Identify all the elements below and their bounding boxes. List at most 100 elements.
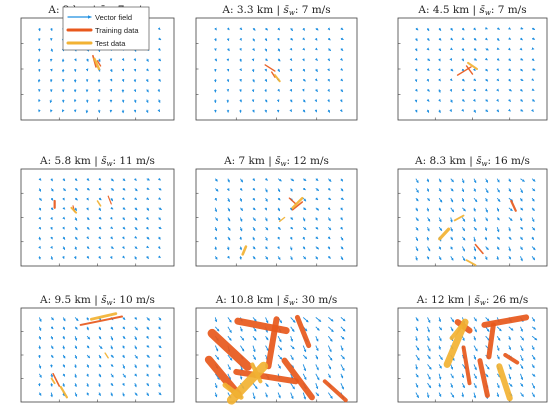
- vector-arrow: [134, 383, 137, 388]
- vector-arrow: [496, 78, 500, 82]
- vector-arrow: [277, 246, 280, 250]
- vector-arrow: [146, 354, 150, 358]
- vector-arrow: [134, 217, 138, 221]
- vector-arrow: [450, 217, 453, 223]
- panel-title: A: 10.8 km | s̄w: 30 m/s: [215, 294, 338, 307]
- vector-arrow: [315, 236, 319, 240]
- vector-arrow: [496, 345, 500, 352]
- vector-arrow: [450, 37, 454, 41]
- vector-arrow: [496, 256, 499, 261]
- vector-arrow: [315, 256, 318, 260]
- training-stroke: [474, 243, 484, 255]
- vector-arrow: [302, 27, 305, 31]
- panel-title-sw-value: : 26 m/s: [486, 294, 528, 306]
- vector-arrow: [277, 364, 281, 369]
- vector-arrow: [340, 354, 345, 360]
- vector-arrow: [473, 88, 477, 92]
- vector-arrow: [110, 382, 114, 387]
- vector-arrow: [214, 27, 217, 31]
- vector-arrow: [340, 57, 343, 61]
- vector-arrow: [121, 255, 125, 259]
- vector-arrow: [315, 246, 320, 250]
- vector-arrow: [239, 58, 242, 63]
- vector-arrow: [50, 28, 53, 32]
- vector-arrow: [473, 197, 478, 203]
- vector-arrow: [98, 236, 102, 240]
- vector-arrow: [450, 227, 453, 232]
- vector-arrow: [531, 58, 535, 62]
- vector-arrow: [426, 38, 430, 41]
- vector-arrow: [146, 392, 149, 397]
- vector-arrow: [277, 382, 282, 388]
- vector-arrow: [484, 236, 488, 241]
- vector-arrow: [122, 345, 125, 349]
- vector-arrow: [110, 326, 114, 330]
- panel-6: A: 8.3 km | s̄w: 16 m/s: [397, 155, 548, 267]
- training-stroke: [322, 379, 348, 403]
- vector-arrow: [427, 197, 430, 202]
- vector-arrow: [122, 382, 125, 387]
- vector-arrow: [110, 188, 115, 191]
- vector-arrow: [473, 336, 476, 341]
- vector-arrow: [302, 109, 306, 113]
- vector-arrow: [289, 207, 293, 211]
- vector-arrow: [473, 207, 476, 212]
- vector-arrow: [110, 364, 114, 367]
- vector-arrow: [50, 383, 53, 387]
- vector-arrow: [157, 109, 161, 113]
- vector-arrow: [98, 345, 103, 349]
- training-stroke: [461, 345, 472, 386]
- vector-arrow: [302, 78, 306, 82]
- vector-arrow: [110, 236, 113, 240]
- vector-arrow: [239, 187, 243, 191]
- vector-arrow: [98, 326, 102, 331]
- vector-arrow: [340, 197, 344, 200]
- vector-arrow: [146, 89, 149, 93]
- vector-arrow: [121, 246, 125, 250]
- vector-arrow: [214, 188, 219, 192]
- vector-arrow: [121, 236, 125, 240]
- training-stroke: [96, 60, 102, 67]
- vector-arrow: [427, 373, 431, 380]
- vector-arrow: [226, 246, 230, 251]
- vector-arrow: [214, 383, 218, 389]
- vector-arrow: [62, 206, 66, 210]
- vector-arrow: [485, 217, 488, 222]
- legend-label-test: Test data: [95, 39, 126, 48]
- vector-arrow: [461, 58, 465, 62]
- vector-arrow: [145, 68, 149, 72]
- vector-arrow: [520, 364, 524, 370]
- vector-arrow: [265, 317, 269, 324]
- vector-arrow: [122, 187, 126, 191]
- vector-arrow: [251, 58, 255, 62]
- vector-arrow: [134, 373, 137, 377]
- vector-arrow: [289, 47, 293, 51]
- vector-arrow: [50, 392, 53, 398]
- vector-arrow: [496, 217, 500, 221]
- vector-arrow: [302, 47, 306, 51]
- vector-arrow: [340, 207, 343, 211]
- vector-arrow: [50, 256, 53, 261]
- vector-arrow: [327, 364, 332, 370]
- vector-arrow: [158, 197, 162, 200]
- vector-arrow: [415, 373, 419, 378]
- vector-arrow: [472, 68, 476, 72]
- vector-arrow: [531, 256, 536, 261]
- vector-arrow: [461, 37, 465, 41]
- test-stroke: [50, 377, 56, 385]
- vector-arrow: [98, 392, 101, 397]
- vector-arrow: [134, 336, 137, 341]
- vector-arrow: [508, 326, 514, 331]
- vector-arrow: [340, 364, 345, 371]
- vector-arrow: [519, 197, 523, 202]
- vector-arrow: [508, 98, 511, 102]
- vector-arrow: [38, 216, 42, 220]
- vector-arrow: [158, 383, 161, 388]
- vector-arrow: [427, 326, 430, 333]
- vector-arrow: [49, 99, 53, 104]
- vector-arrow: [427, 227, 430, 232]
- vector-arrow: [485, 207, 488, 213]
- vector-arrow: [473, 109, 477, 113]
- vector-arrow: [328, 226, 332, 231]
- vector-arrow: [134, 326, 138, 331]
